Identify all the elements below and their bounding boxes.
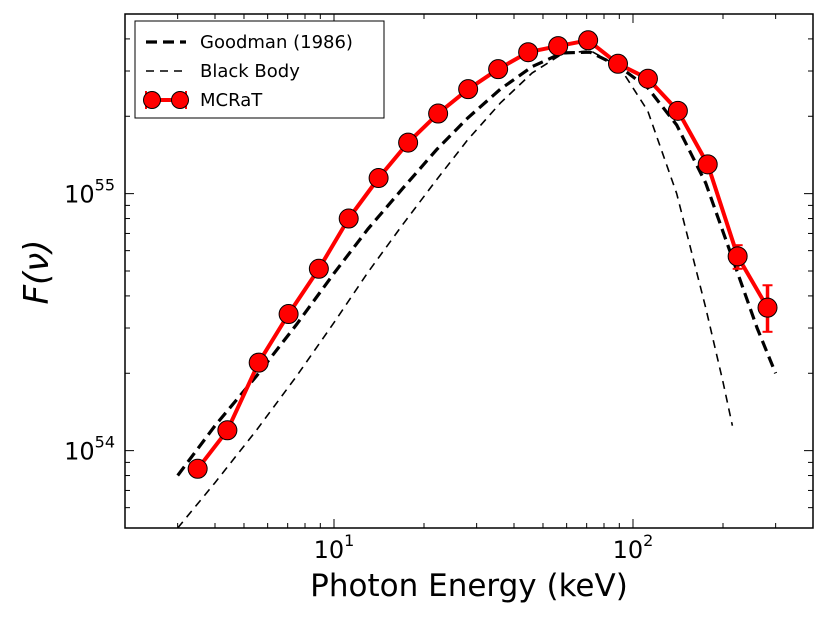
x-tick-base: 10 bbox=[613, 536, 644, 564]
data-point bbox=[308, 258, 329, 279]
data-point bbox=[727, 246, 748, 267]
data-point bbox=[697, 154, 718, 175]
data-point bbox=[667, 100, 688, 121]
y-tick-exponent: 54 bbox=[95, 433, 115, 452]
y-axis-label: F(ν) bbox=[17, 239, 57, 304]
legend-swatch-marker bbox=[171, 91, 189, 109]
x-tick-label: 101 bbox=[314, 531, 355, 564]
data-point bbox=[548, 36, 569, 57]
data-point bbox=[607, 53, 628, 74]
x-tick-exponent: 2 bbox=[643, 531, 653, 550]
x-tick-label: 102 bbox=[613, 531, 654, 564]
data-point bbox=[578, 30, 599, 51]
legend: Goodman (1986) Black Body MCRaT bbox=[134, 20, 385, 119]
data-point bbox=[637, 68, 658, 89]
legend-label: Goodman (1986) bbox=[200, 32, 353, 53]
y-tick-base: 10 bbox=[64, 181, 95, 209]
x-tick-exponent: 1 bbox=[344, 531, 354, 550]
data-point bbox=[458, 79, 479, 100]
plot-frame bbox=[124, 13, 814, 529]
data-point bbox=[248, 352, 269, 373]
data-point bbox=[488, 59, 509, 80]
data-point bbox=[398, 132, 419, 153]
legend-entry-goodman-1986: Goodman (1986) bbox=[146, 32, 353, 53]
data-point bbox=[187, 458, 208, 479]
series-line-goodman-1986 bbox=[176, 50, 778, 477]
data-point bbox=[518, 42, 539, 63]
y-tick-label: 1055 bbox=[64, 176, 115, 209]
legend-swatch-marker bbox=[143, 91, 161, 109]
legend-entry-black-body: Black Body bbox=[146, 61, 300, 82]
data-point bbox=[217, 420, 238, 441]
legend-label: Black Body bbox=[200, 61, 300, 82]
data-point bbox=[757, 297, 778, 318]
series-line-black-body bbox=[177, 49, 734, 528]
y-tick-label: 1054 bbox=[64, 433, 115, 466]
data-point bbox=[368, 168, 389, 189]
data-point bbox=[428, 103, 449, 124]
y-tick-base: 10 bbox=[64, 438, 95, 466]
y-tick-exponent: 55 bbox=[95, 176, 115, 195]
legend-entry-mcrat: MCRaT bbox=[143, 90, 263, 111]
x-axis-label: Photon Energy (keV) bbox=[310, 568, 628, 604]
data-point bbox=[278, 304, 299, 325]
legend-label: MCRaT bbox=[200, 90, 263, 111]
data-point bbox=[338, 208, 359, 229]
x-tick-base: 10 bbox=[314, 536, 345, 564]
